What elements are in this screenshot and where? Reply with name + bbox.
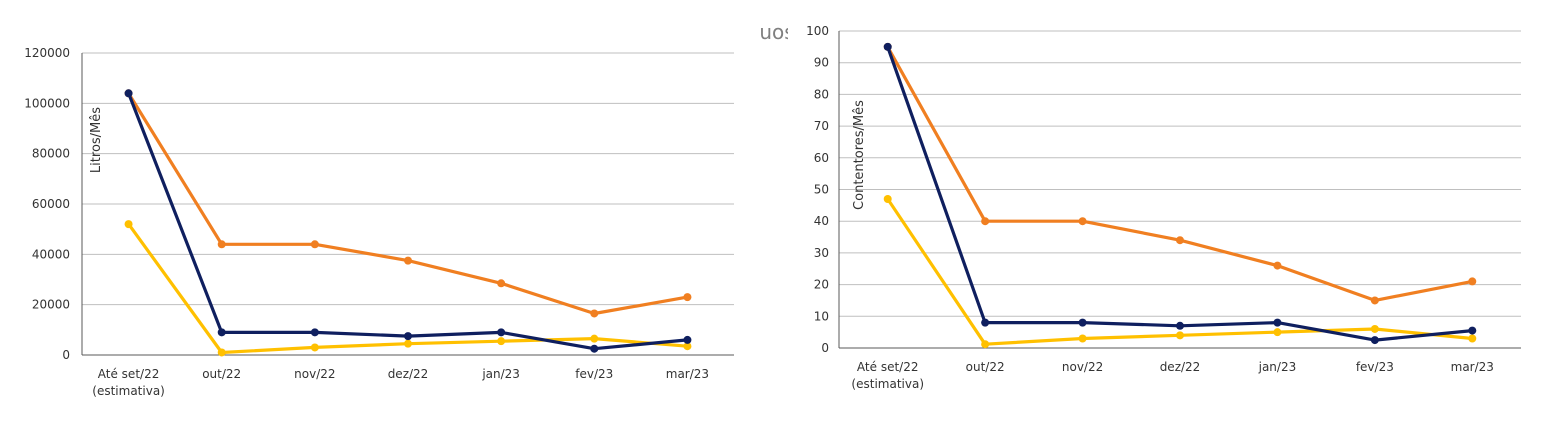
chart-litros: 0 20000 40000 60000 80000 100000 120000 Até set… [0,0,760,416]
contentores-series-blue-point [981,318,990,327]
litros-y-tick-label: 80000 [32,147,70,161]
contentores-series-yellow-point [1176,331,1184,340]
chart-contentores: 0 10 20 30 40 50 60 70 80 90 100 Até set/22 (estimat… [788,0,1547,416]
contentores-x-tick-label: fev/23 [1356,360,1394,374]
contentores-series-yellow-point [981,340,990,349]
chart-litros-svg: 0 20000 40000 60000 80000 100000 120000 Até set… [24,46,734,398]
litros-series-yellow-point [404,339,412,348]
litros-series-blue-point [310,328,319,337]
litros-series-blue-point [683,335,692,344]
contentores-y-tick-label: 90 [814,56,829,70]
litros-series-orange-point [217,240,226,249]
contentores-series-orange-point [1273,261,1282,270]
litros-y-tick-label: 100000 [24,96,70,110]
litros-x-tick-label: nov/22 [294,367,335,381]
contentores-series-orange-point [1468,277,1477,286]
litros-series-yellow-point [590,334,599,343]
litros-series-orange-line [127,92,688,316]
contentores-y-axis-label: Contentores/Mês [852,100,867,210]
litros-x-tick-label: out/22 [202,367,241,381]
litros-series-blue-point [497,328,506,337]
litros-series-yellow-point [124,220,133,229]
litros-y-tick-label: 0 [62,348,70,362]
contentores-series-orange-point [1370,296,1379,305]
contentores-series-blue-point [1078,318,1087,327]
contentores-series-blue-point [1273,318,1282,327]
contentores-y-tick-label: 40 [814,214,829,228]
litros-series-blue-point [217,328,226,337]
contentores-x-tick-label: out/22 [966,360,1005,374]
contentores-series-orange-point [1078,217,1087,226]
litros-series-blue-point [590,344,599,353]
contentores-series-yellow-point [1468,334,1477,343]
litros-y-tick-label: 60000 [32,197,70,211]
contentores-y-tick-label: 100 [806,24,829,38]
contentores-y-tick-label: 30 [814,246,829,260]
contentores-series-blue-line [886,46,1473,342]
litros-series-yellow-point [310,343,319,352]
contentores-series-orange-point [1176,236,1184,245]
litros-series-orange-point [310,240,319,249]
litros-x-tick-label: Até set/22 (estimativa) [92,367,165,398]
contentores-x-tick-label: mar/23 [1451,360,1494,374]
contentores-series-yellow-point [1078,334,1087,343]
contentores-x-tick-label: dez/22 [1160,360,1201,374]
contentores-series-blue-point [1370,336,1379,345]
litros-series-yellow-point [497,337,506,346]
litros-y-tick-label: 40000 [32,247,70,261]
contentores-series-yellow-point [1273,328,1282,337]
litros-x-tick-label: jan/23 [481,367,520,381]
contentores-x-tick-label: Até set/22 (estimativa) [851,360,924,391]
contentores-y-tick-label: 10 [814,309,829,323]
contentores-series-blue-point [1176,321,1184,330]
contentores-x-tick-label: nov/22 [1062,360,1103,374]
contentores-y-tick-label: 80 [814,87,829,101]
litros-x-tick-label: mar/23 [666,367,709,381]
contentores-x-tick-label: jan/23 [1258,360,1297,374]
contentores-y-tick-label: 60 [814,151,829,165]
contentores-y-tick-label: 0 [821,341,829,355]
contentores-series-yellow-point [1370,324,1379,333]
litros-series-yellow-point [683,342,692,351]
litros-series-orange-point [497,279,506,288]
contentores-y-tick-label: 20 [814,278,829,292]
litros-y-axis-label: Litros/Mês [89,107,104,173]
litros-series-orange-point [590,309,599,318]
contentores-y-tick-label: 50 [814,183,829,197]
litros-series-yellow-point [217,348,226,357]
litros-series-blue-point [124,89,133,98]
contentores-series-orange-point [981,217,990,226]
contentores-series-blue-point [883,42,892,51]
litros-y-tick-label: 20000 [32,298,70,312]
litros-series-blue-point [404,332,412,341]
contentores-series-blue-point [1468,326,1477,335]
litros-x-tick-label: fev/23 [575,367,613,381]
contentores-series-yellow-point [883,195,892,204]
contentores-y-tick-label: 70 [814,119,829,133]
litros-x-tick-label: dez/22 [388,367,429,381]
litros-series-orange-point [404,256,412,265]
chart-contentores-svg: 0 10 20 30 40 50 60 70 80 90 100 Até set/22 (estimat… [806,24,1521,391]
contentores-series-orange-line [886,46,1473,302]
litros-y-tick-label: 120000 [24,46,70,60]
litros-series-orange-point [683,293,692,302]
